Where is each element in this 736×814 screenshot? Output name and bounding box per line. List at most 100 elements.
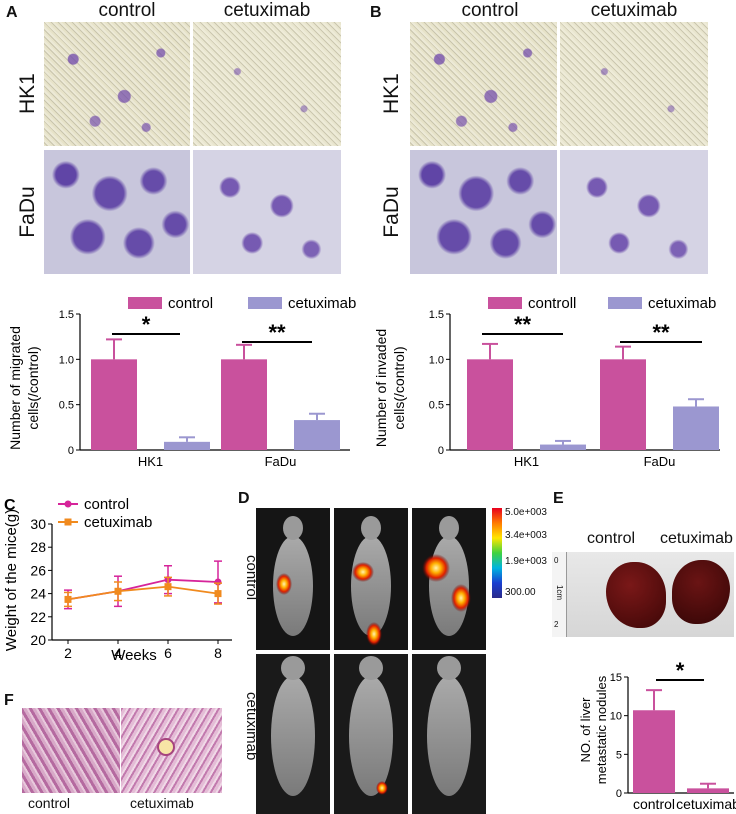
panel-f-letter: F [4,692,14,709]
significance-mark: ** [652,320,670,345]
bar [540,444,586,450]
panel-a-col-cetuximab: cetuximab [223,0,311,21]
panel-e-ruler-0: 0 [554,556,559,565]
panel-d-tumor-signal [366,622,382,646]
panel-e-ruler-2: 2 [554,620,559,629]
panel-a-letter: A [6,4,18,21]
panel-b-legend-control: controll [528,295,576,312]
bar [164,441,210,450]
panel-a-fadu-control-image [44,150,190,274]
panel-d-control-row [256,508,486,650]
y-tick-label: 10 [610,711,622,723]
panel-b-fadu-cetuximab-image [560,150,708,274]
panel-d-color-scale-bar [492,508,502,598]
data-point [164,583,172,591]
panel-e-ruler [552,552,567,637]
panel-a-legend-cetuximab-swatch [248,297,282,309]
panel-a-hk1-control-image [44,22,190,146]
significance-mark: * [676,658,685,683]
panel-d-scale-max: 5.0e+003 [505,507,547,518]
bar [91,359,137,450]
y-tick-label: 1.0 [429,354,444,366]
series-line [67,585,219,601]
panel-d-tumor-signal [376,781,388,795]
y-tick-label: 0 [68,445,74,457]
panel-b-row-fadu: FaDu [380,186,403,238]
significance-mark: * [142,312,151,337]
x-tick-label: cetuximab [676,796,736,812]
panel-e-col-control: control [587,530,636,547]
panel-f-cetuximab-image [121,708,222,793]
y-tick-label: 30 [30,516,46,532]
significance-mark: ** [514,312,532,337]
y-tick-label: 15 [610,672,622,684]
panel-b-col-cetuximab: cetuximab [590,0,678,21]
panel-b-ylabel-2: cells(/control) [391,346,407,429]
panel-a-row-hk1: HK1 [16,73,39,114]
panel-b-row-hk1: HK1 [380,73,403,114]
panel-d-scale-min: 300.00 [505,587,536,598]
panel-c-legend-cetuximab-marker [64,518,72,526]
panel-b-legend-control-swatch [488,297,522,309]
panel-b-letter: B [370,4,382,21]
data-point [114,587,122,595]
panel-c-xlabel: Weeks [111,647,157,664]
panel-a-legend-control-swatch [128,297,162,309]
panel-d-tumor-signal [352,562,374,582]
panel-e-liver-image: 0 1cm 2 [552,552,734,637]
y-tick-label: 22 [30,609,46,625]
panel-e-liver-cetuximab [672,560,730,624]
panel-c-legend-control: control [84,496,129,513]
x-tick-label: 2 [64,645,72,661]
x-tick-label: 6 [164,645,172,661]
panel-e-col-cetuximab: cetuximab [660,530,733,547]
panel-e-letter: E [553,490,564,507]
panel-b-legend-cetuximab: cetuximab [648,295,716,312]
panel-e-chart: NO. of liver metastatic nodules 0 5 10 15 co… [578,658,736,812]
panel-c-chart: C control cetuximab Weight of the mice(g… [3,496,232,664]
panel-a-col-control: control [98,0,156,21]
y-tick-label: 0 [616,788,622,800]
panel-f-control-image [22,708,120,793]
significance-mark: ** [268,320,286,345]
bar [294,420,340,450]
panel-a-chart: control cetuximab Number of migrated cel… [7,295,356,469]
y-tick-label: 28 [30,539,46,555]
y-tick-label: 1.5 [429,309,444,321]
data-point [64,595,72,603]
panel-c-legend-control-marker [64,500,72,508]
x-tick-label: FaDu [644,454,676,469]
panel-c-legend-cetuximab: cetuximab [84,514,152,531]
x-tick-label: FaDu [265,454,297,469]
panel-b-col-control: control [461,0,519,21]
x-tick-label: HK1 [514,454,539,469]
panel-d-scale-mid1: 3.4e+003 [505,530,547,541]
y-tick-label: 1.5 [59,309,74,321]
panel-a-row-fadu: FaDu [16,186,39,238]
y-tick-label: 1.0 [59,354,74,366]
panel-b-hk1-control-image [410,22,557,146]
panel-a-legend-cetuximab: cetuximab [288,295,356,312]
panel-d-tumor-signal [422,554,450,582]
panel-f-col-cetuximab: cetuximab [130,795,194,811]
data-point [214,590,222,598]
bar [633,710,675,793]
panel-b-legend-cetuximab-swatch [608,297,642,309]
panel-c-letter: C [4,497,16,514]
x-tick-label: 4 [114,645,122,661]
y-tick-label: 5 [616,749,622,761]
panel-a-hk1-cetuximab-image [193,22,341,146]
panel-e-ylabel-2: metastatic nodules [594,675,609,784]
panel-d-images [256,508,486,814]
bar [673,406,719,450]
y-tick-label: 26 [30,562,46,578]
y-tick-label: 24 [30,586,46,602]
panel-b-hk1-cetuximab-image [560,22,708,146]
panel-d-letter: D [238,490,250,507]
x-tick-label: HK1 [138,454,163,469]
panel-b-fadu-control-image [410,150,557,274]
y-tick-label: 0.5 [59,400,74,412]
panel-d-cetuximab-row [256,654,486,814]
panel-a-fadu-cetuximab-image [193,150,341,274]
panel-f-col-control: control [28,795,71,811]
